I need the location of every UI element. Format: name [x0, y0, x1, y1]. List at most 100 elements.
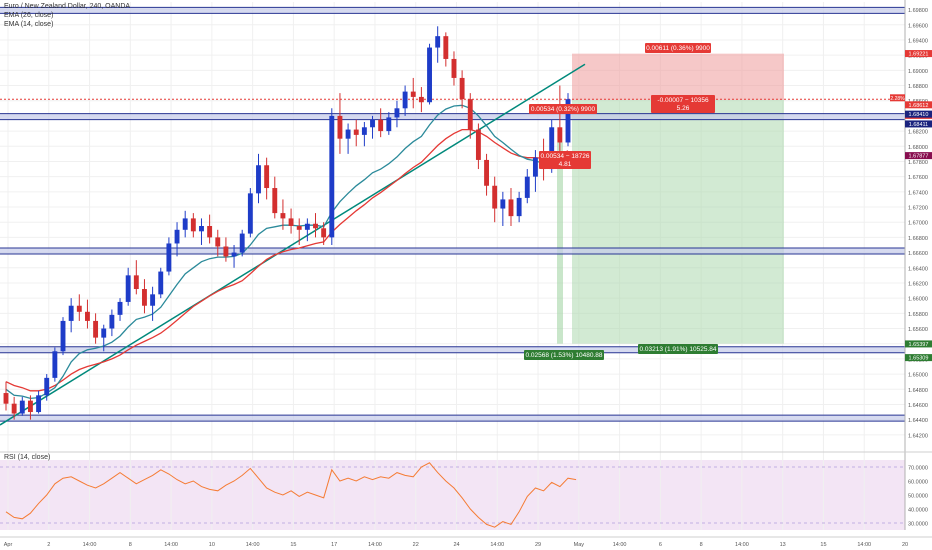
time-tick-label: 14:00 — [83, 542, 97, 548]
price-flag-text: 2.28% — [890, 96, 905, 102]
candle-body — [500, 199, 506, 209]
price-tick-label: 1.68800 — [908, 84, 928, 90]
candle-body — [142, 289, 147, 306]
time-tick-label: 22 — [413, 542, 419, 548]
chart-legend: Euro / New Zealand Dollar, 240, OANDA EM… — [4, 2, 130, 29]
time-tick-label: 14:00 — [246, 542, 260, 548]
candle-body — [484, 159, 489, 186]
price-tick-label: 1.68000 — [908, 145, 928, 151]
price-flag-text: 1.65309 — [909, 356, 929, 362]
candle-body — [272, 188, 278, 214]
trendline — [0, 63, 586, 426]
rsi-tick-label: 70.0000 — [908, 466, 928, 472]
candle-body — [418, 96, 424, 103]
time-tick-label: 10 — [209, 542, 215, 548]
candle-body — [435, 36, 441, 48]
price-flag-bg — [905, 50, 932, 58]
candle-body — [133, 275, 139, 290]
rsi-tick-label: 60.0000 — [908, 480, 928, 486]
stop-distance-label-bg — [645, 43, 711, 53]
price-tick-label: 1.66000 — [908, 297, 928, 303]
target-distance-label-text: 0.03213 (1.91%) 10525.84 — [640, 346, 717, 353]
candle-body — [60, 320, 66, 352]
time-tick-label: 14:00 — [857, 542, 871, 548]
time-tick-label: 13 — [780, 542, 786, 548]
candle-body — [239, 233, 245, 253]
chart-title: Euro / New Zealand Dollar, 240, OANDA — [4, 3, 131, 10]
price-flag-text: 1.69221 — [909, 52, 929, 58]
price-flag-text: 1.65397 — [909, 342, 929, 348]
candle-body — [451, 58, 457, 78]
candle-body — [394, 108, 400, 118]
candle-body — [85, 311, 90, 321]
time-tick-label: 14:00 — [490, 542, 504, 548]
candle-body — [3, 393, 9, 404]
open-pnl-label-text: -0.00007 − 10356 — [657, 97, 709, 104]
price-tick-label: 1.68200 — [908, 130, 928, 136]
price-flag-bg — [905, 110, 932, 118]
candle-body — [109, 314, 115, 329]
candle-body — [68, 305, 74, 321]
time-tick-label: 15 — [820, 542, 826, 548]
candle-body — [247, 193, 253, 234]
price-flag-text: 1.67877 — [909, 154, 929, 160]
candle-body — [101, 328, 107, 338]
candle-body — [459, 77, 465, 100]
prior-target-label-bg — [524, 350, 604, 360]
target-distance-label: 0.03213 (1.91%) 10525.84 — [638, 344, 718, 354]
candle-body — [19, 400, 25, 414]
price-tick-label: 1.65800 — [908, 312, 928, 318]
prior-target-label: 0.02568 (1.53%) 10480.88 — [524, 350, 604, 360]
time-tick-label: 14:00 — [735, 542, 749, 548]
price-tick-label: 1.67400 — [908, 190, 928, 196]
rsi-legend: RSI (14, close) — [4, 454, 51, 461]
candle-body — [410, 91, 416, 97]
candle-body — [524, 176, 530, 198]
time-tick-label: 17 — [331, 542, 337, 548]
candle-body — [182, 218, 188, 230]
time-axis: Apr 2 14:00 8 14:00 10 14:00 15 17 14:00 22 24 14:00… — [0, 536, 932, 548]
candle-body — [190, 218, 196, 232]
price-flag-bg — [905, 101, 932, 109]
candle-body — [475, 129, 481, 160]
rsi-band — [0, 460, 905, 530]
candle-body — [304, 223, 310, 230]
ema26-line — [5, 128, 569, 392]
price-flag-bg — [905, 340, 932, 348]
time-tick-label: 29 — [535, 542, 541, 548]
candle-body — [36, 395, 42, 413]
candle-body — [353, 129, 359, 135]
support-resistance-levels — [0, 6, 905, 422]
candle-body — [532, 157, 538, 177]
prior-target-label-text: 0.02568 (1.53%) 10480.88 — [526, 352, 603, 359]
price-tick-label: 1.69000 — [908, 69, 928, 75]
candle-body — [345, 129, 351, 139]
candle-body — [207, 226, 213, 238]
candle-body — [256, 165, 261, 194]
candle-body — [557, 127, 563, 143]
level-band — [0, 248, 905, 255]
time-tick-label: 6 — [659, 542, 662, 548]
price-tick-label: 1.67000 — [908, 221, 928, 227]
ema26-legend: EMA (26, close) — [4, 12, 54, 19]
candle-body — [492, 185, 498, 209]
candle-body — [264, 165, 270, 189]
rsi-pane: 70.0000 60.0000 50.0000 40.0000 30.0000 — [0, 451, 932, 528]
level-band — [0, 415, 905, 422]
candle-body — [386, 117, 392, 132]
candle-body — [337, 115, 343, 139]
earlier-profit-zone — [557, 142, 563, 344]
price-flag-text: 1.68410 — [909, 112, 929, 118]
prior-stop-label: 0.00534 (0.32%) 9900 — [529, 104, 597, 114]
candle-body — [93, 320, 99, 338]
take-profit-zone — [572, 99, 784, 344]
candle-body — [231, 252, 237, 257]
candle-body — [370, 119, 375, 128]
price-flag-bg — [890, 94, 905, 102]
candle-body — [215, 237, 221, 247]
rsi-tick-label: 40.0000 — [908, 508, 928, 514]
prior-pnl-label-text: 0.00534 − 18726 — [541, 153, 590, 160]
price-tick-label: 1.66600 — [908, 251, 928, 257]
